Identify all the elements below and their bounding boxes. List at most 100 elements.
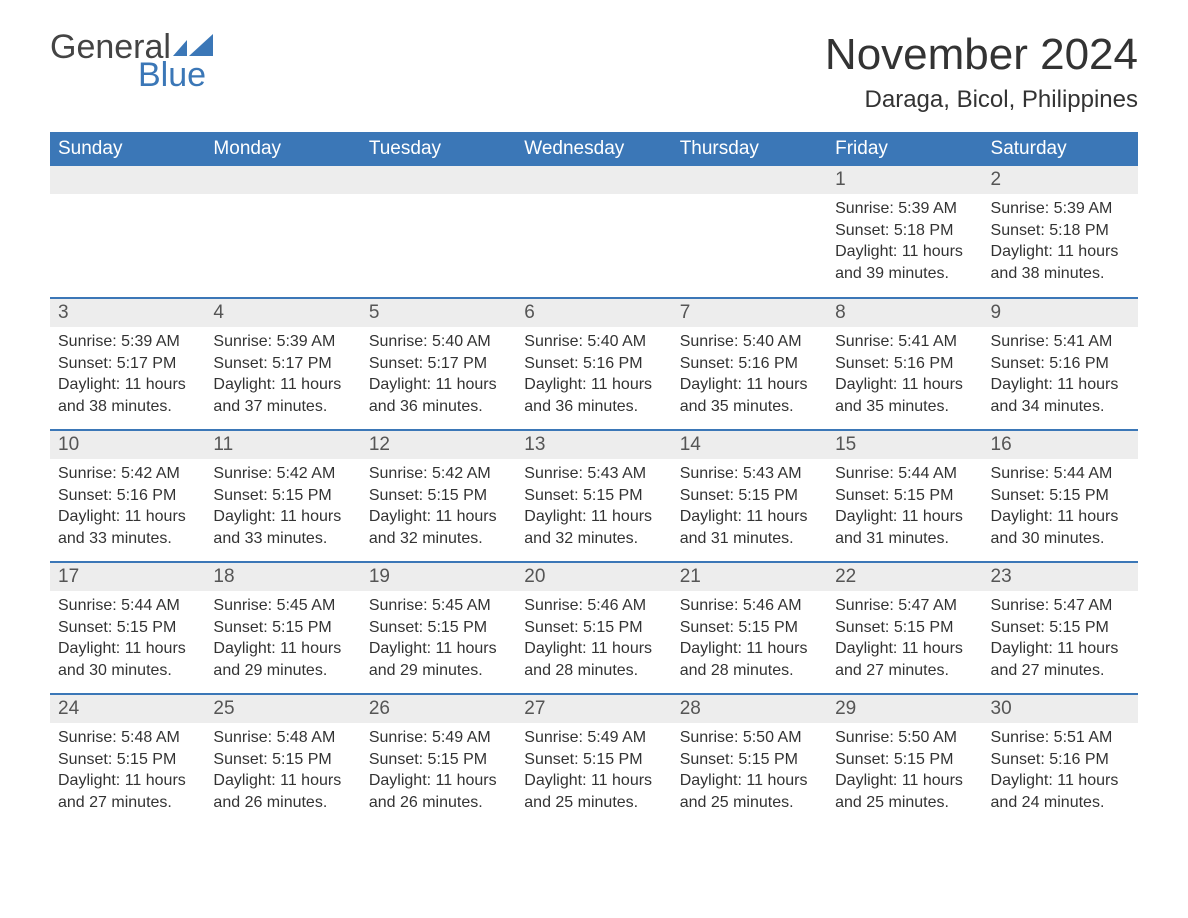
day-number: 4 bbox=[205, 299, 360, 327]
daylight-line-label: Daylight: bbox=[369, 772, 436, 789]
calendar-day-cell: 17Sunrise: 5:44 AMSunset: 5:15 PMDayligh… bbox=[50, 562, 205, 694]
daylight-line: Daylight: 11 hours and 33 minutes. bbox=[58, 506, 197, 549]
sunrise-line: Sunrise: 5:50 AM bbox=[680, 727, 819, 749]
calendar-day-cell bbox=[50, 166, 205, 298]
sunset-line: Sunset: 5:15 PM bbox=[991, 485, 1130, 507]
sunrise-line-label: Sunrise: bbox=[680, 597, 743, 614]
sunrise-line-label: Sunrise: bbox=[369, 597, 432, 614]
sunset-line-label: Sunset: bbox=[369, 487, 428, 504]
sunset-line-label: Sunset: bbox=[58, 355, 117, 372]
sunset-line-value: 5:18 PM bbox=[894, 222, 954, 239]
sunrise-line-value: 5:49 AM bbox=[432, 729, 491, 746]
sunset-line: Sunset: 5:18 PM bbox=[835, 220, 974, 242]
sunset-line-label: Sunset: bbox=[369, 355, 428, 372]
day-details: Sunrise: 5:47 AMSunset: 5:15 PMDaylight:… bbox=[827, 591, 982, 687]
day-details: Sunrise: 5:40 AMSunset: 5:16 PMDaylight:… bbox=[672, 327, 827, 423]
sunrise-line: Sunrise: 5:46 AM bbox=[680, 595, 819, 617]
sunset-line-label: Sunset: bbox=[991, 355, 1050, 372]
sunset-line: Sunset: 5:16 PM bbox=[58, 485, 197, 507]
daylight-line: Daylight: 11 hours and 31 minutes. bbox=[680, 506, 819, 549]
daylight-line: Daylight: 11 hours and 31 minutes. bbox=[835, 506, 974, 549]
sunset-line-value: 5:15 PM bbox=[738, 487, 798, 504]
day-number: 27 bbox=[516, 695, 671, 723]
sunset-line-label: Sunset: bbox=[835, 487, 894, 504]
sunrise-line: Sunrise: 5:45 AM bbox=[369, 595, 508, 617]
sunset-line-value: 5:15 PM bbox=[738, 751, 798, 768]
calendar-day-cell: 29Sunrise: 5:50 AMSunset: 5:15 PMDayligh… bbox=[827, 694, 982, 826]
calendar-week-row: 10Sunrise: 5:42 AMSunset: 5:16 PMDayligh… bbox=[50, 430, 1138, 562]
daylight-line: Daylight: 11 hours and 28 minutes. bbox=[524, 638, 663, 681]
daylight-line-label: Daylight: bbox=[213, 640, 280, 657]
sunrise-line-value: 5:48 AM bbox=[121, 729, 180, 746]
sunset-line-value: 5:16 PM bbox=[1049, 355, 1109, 372]
sunset-line-value: 5:15 PM bbox=[117, 751, 177, 768]
sunset-line-label: Sunset: bbox=[58, 487, 117, 504]
day-number-empty bbox=[361, 166, 516, 194]
sunset-line: Sunset: 5:15 PM bbox=[58, 749, 197, 771]
calendar-day-cell: 7Sunrise: 5:40 AMSunset: 5:16 PMDaylight… bbox=[672, 298, 827, 430]
calendar-day-cell: 13Sunrise: 5:43 AMSunset: 5:15 PMDayligh… bbox=[516, 430, 671, 562]
sunset-line-label: Sunset: bbox=[835, 222, 894, 239]
sunset-line-value: 5:15 PM bbox=[428, 751, 488, 768]
sunset-line-label: Sunset: bbox=[213, 355, 272, 372]
day-number: 7 bbox=[672, 299, 827, 327]
sunrise-line: Sunrise: 5:46 AM bbox=[524, 595, 663, 617]
sunset-line-value: 5:15 PM bbox=[894, 751, 954, 768]
sunset-line: Sunset: 5:15 PM bbox=[369, 617, 508, 639]
calendar-day-cell: 19Sunrise: 5:45 AMSunset: 5:15 PMDayligh… bbox=[361, 562, 516, 694]
calendar-day-cell bbox=[361, 166, 516, 298]
sunrise-line-value: 5:41 AM bbox=[898, 333, 957, 350]
sunrise-line-label: Sunrise: bbox=[835, 465, 898, 482]
sunset-line-value: 5:15 PM bbox=[428, 487, 488, 504]
calendar-day-cell: 1Sunrise: 5:39 AMSunset: 5:18 PMDaylight… bbox=[827, 166, 982, 298]
sunrise-line-label: Sunrise: bbox=[369, 333, 432, 350]
sunset-line-value: 5:16 PM bbox=[583, 355, 643, 372]
sunrise-line: Sunrise: 5:40 AM bbox=[369, 331, 508, 353]
daylight-line: Daylight: 11 hours and 34 minutes. bbox=[991, 374, 1130, 417]
sunset-line: Sunset: 5:16 PM bbox=[991, 749, 1130, 771]
sunrise-line-label: Sunrise: bbox=[991, 597, 1054, 614]
sunset-line-label: Sunset: bbox=[835, 751, 894, 768]
sunrise-line-label: Sunrise: bbox=[58, 729, 121, 746]
day-details: Sunrise: 5:46 AMSunset: 5:15 PMDaylight:… bbox=[516, 591, 671, 687]
calendar-day-cell: 8Sunrise: 5:41 AMSunset: 5:16 PMDaylight… bbox=[827, 298, 982, 430]
sunset-line-value: 5:15 PM bbox=[1049, 487, 1109, 504]
daylight-line-label: Daylight: bbox=[991, 772, 1058, 789]
sunrise-line-label: Sunrise: bbox=[524, 597, 587, 614]
day-number: 14 bbox=[672, 431, 827, 459]
calendar-week-row: 17Sunrise: 5:44 AMSunset: 5:15 PMDayligh… bbox=[50, 562, 1138, 694]
sunset-line: Sunset: 5:15 PM bbox=[835, 485, 974, 507]
daylight-line-label: Daylight: bbox=[835, 508, 902, 525]
sunset-line: Sunset: 5:17 PM bbox=[58, 353, 197, 375]
day-details: Sunrise: 5:49 AMSunset: 5:15 PMDaylight:… bbox=[516, 723, 671, 819]
sunrise-line-label: Sunrise: bbox=[991, 200, 1054, 217]
sunset-line-value: 5:17 PM bbox=[272, 355, 332, 372]
sunset-line-label: Sunset: bbox=[835, 355, 894, 372]
daylight-line-label: Daylight: bbox=[991, 376, 1058, 393]
sunrise-line-label: Sunrise: bbox=[58, 597, 121, 614]
day-number: 2 bbox=[983, 166, 1138, 194]
sunset-line: Sunset: 5:16 PM bbox=[680, 353, 819, 375]
sunrise-line-value: 5:48 AM bbox=[277, 729, 336, 746]
sunrise-line: Sunrise: 5:49 AM bbox=[524, 727, 663, 749]
sunset-line: Sunset: 5:15 PM bbox=[58, 617, 197, 639]
calendar-day-cell: 6Sunrise: 5:40 AMSunset: 5:16 PMDaylight… bbox=[516, 298, 671, 430]
sunrise-line: Sunrise: 5:47 AM bbox=[991, 595, 1130, 617]
daylight-line: Daylight: 11 hours and 39 minutes. bbox=[835, 241, 974, 284]
day-number: 20 bbox=[516, 563, 671, 591]
calendar-day-cell bbox=[205, 166, 360, 298]
sunrise-line: Sunrise: 5:42 AM bbox=[369, 463, 508, 485]
daylight-line: Daylight: 11 hours and 29 minutes. bbox=[369, 638, 508, 681]
sunrise-line: Sunrise: 5:44 AM bbox=[58, 595, 197, 617]
sunset-line-label: Sunset: bbox=[369, 619, 428, 636]
weekday-header: Friday bbox=[827, 132, 982, 166]
day-details: Sunrise: 5:47 AMSunset: 5:15 PMDaylight:… bbox=[983, 591, 1138, 687]
day-details: Sunrise: 5:45 AMSunset: 5:15 PMDaylight:… bbox=[361, 591, 516, 687]
sunset-line: Sunset: 5:15 PM bbox=[369, 749, 508, 771]
sunrise-line: Sunrise: 5:48 AM bbox=[58, 727, 197, 749]
sunrise-line-value: 5:49 AM bbox=[587, 729, 646, 746]
calendar-day-cell: 26Sunrise: 5:49 AMSunset: 5:15 PMDayligh… bbox=[361, 694, 516, 826]
sunrise-line-label: Sunrise: bbox=[835, 200, 898, 217]
day-number: 18 bbox=[205, 563, 360, 591]
sunset-line: Sunset: 5:15 PM bbox=[524, 485, 663, 507]
